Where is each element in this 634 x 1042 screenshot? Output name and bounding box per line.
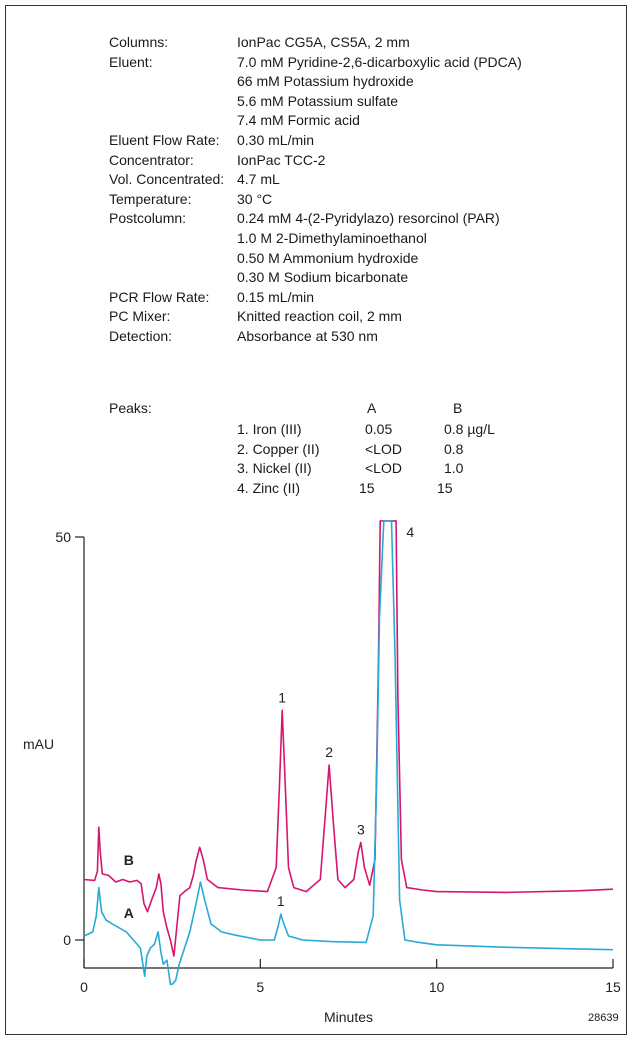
x-tick-label: 0 (80, 979, 88, 995)
peak-number-label: 4 (406, 524, 414, 540)
x-tick-label: 10 (429, 979, 445, 995)
trace-label: B (124, 852, 134, 868)
condition-value: 4.7 mL (237, 171, 280, 188)
condition-label: Concentrator: (109, 151, 194, 168)
peak-name: 2. Copper (II) (237, 440, 320, 457)
peak-amount-b: 1.0 (444, 460, 464, 477)
figure-frame (5, 5, 627, 1035)
condition-value: IonPac CG5A, CS5A, 2 mm (237, 34, 410, 50)
peak-amount-b: 0.8 µg/L (444, 421, 495, 437)
y-tick-label: 50 (55, 529, 71, 545)
peak-name: 3. Nickel (II) (237, 460, 312, 477)
x-axis-title: Minutes (324, 1009, 373, 1025)
condition-value: 30 °C (237, 190, 273, 207)
condition-label: Eluent: (109, 53, 153, 70)
condition-value: 0.15 mL/min (237, 288, 315, 305)
condition-value: Knitted reaction coil, 2 mm (237, 308, 402, 325)
peak-amount-a: <LOD (365, 440, 402, 457)
condition-value: Absorbance at 530 nm (237, 328, 378, 344)
peaks-table: Peaks: A B 1. Iron (III) 0.05 0.8 µg/L 2. C… (109, 400, 569, 520)
peak-amount-a: 15 (359, 479, 375, 496)
condition-value: 0.30 M Sodium bicarbonate (237, 269, 409, 286)
peaks-col-a-header: A (367, 400, 377, 416)
x-tick-label: 15 (605, 979, 621, 995)
peak-number-label: 1 (277, 893, 285, 909)
peak-amount-b: 15 (437, 479, 453, 496)
peak-amount-a: 0.05 (365, 421, 393, 437)
figure-id: 28639 (588, 1012, 619, 1024)
y-tick-label: 0 (63, 932, 71, 948)
peak-number-label: 3 (357, 821, 365, 837)
condition-value: 66 mM Potassium hydroxide (237, 73, 414, 90)
trace-label: A (124, 905, 134, 921)
condition-label: PC Mixer: (109, 308, 171, 325)
condition-value: 5.6 mM Potassium sulfate (237, 92, 399, 109)
x-tick-label: 5 (256, 979, 264, 995)
trace-a (83, 520, 614, 986)
condition-value: 1.0 M 2-Dimethylaminoethanol (237, 230, 427, 246)
y-axis-title: mAU (23, 736, 54, 752)
peak-name: 1. Iron (III) (237, 421, 302, 437)
condition-label: Eluent Flow Rate: (109, 132, 220, 148)
condition-value: 7.4 mM Formic acid (237, 112, 360, 129)
peak-number-label: 2 (325, 744, 333, 760)
condition-label: Vol. Concentrated: (109, 171, 225, 188)
condition-value: 0.30 mL/min (237, 132, 315, 148)
conditions-panel: Columns: IonPac CG5A, CS5A, 2 mm Eluent: 7.… (109, 33, 589, 413)
condition-value: 0.24 mM 4-(2-Pyridylazo) resorcinol (PAR… (237, 210, 500, 227)
condition-label: PCR Flow Rate: (109, 288, 210, 305)
condition-value: 7.0 mM Pyridine-2,6-dicarboxylic acid (P… (237, 53, 522, 70)
peak-number-label: 1 (278, 689, 286, 705)
trace-b (83, 520, 614, 957)
peaks-col-b-header: B (453, 400, 463, 416)
peaks-label: Peaks: (109, 400, 152, 416)
peak-name: 4. Zinc (II) (237, 479, 301, 496)
condition-value: IonPac TCC-2 (237, 151, 326, 168)
peak-amount-b: 0.8 (444, 440, 464, 457)
condition-value: 0.50 M Ammonium hydroxide (237, 249, 419, 266)
condition-label: Postcolumn: (109, 210, 187, 227)
condition-label: Temperature: (109, 190, 192, 207)
peak-amount-a: <LOD (365, 460, 402, 477)
condition-label: Columns: (109, 34, 169, 50)
condition-label: Detection: (109, 328, 173, 344)
